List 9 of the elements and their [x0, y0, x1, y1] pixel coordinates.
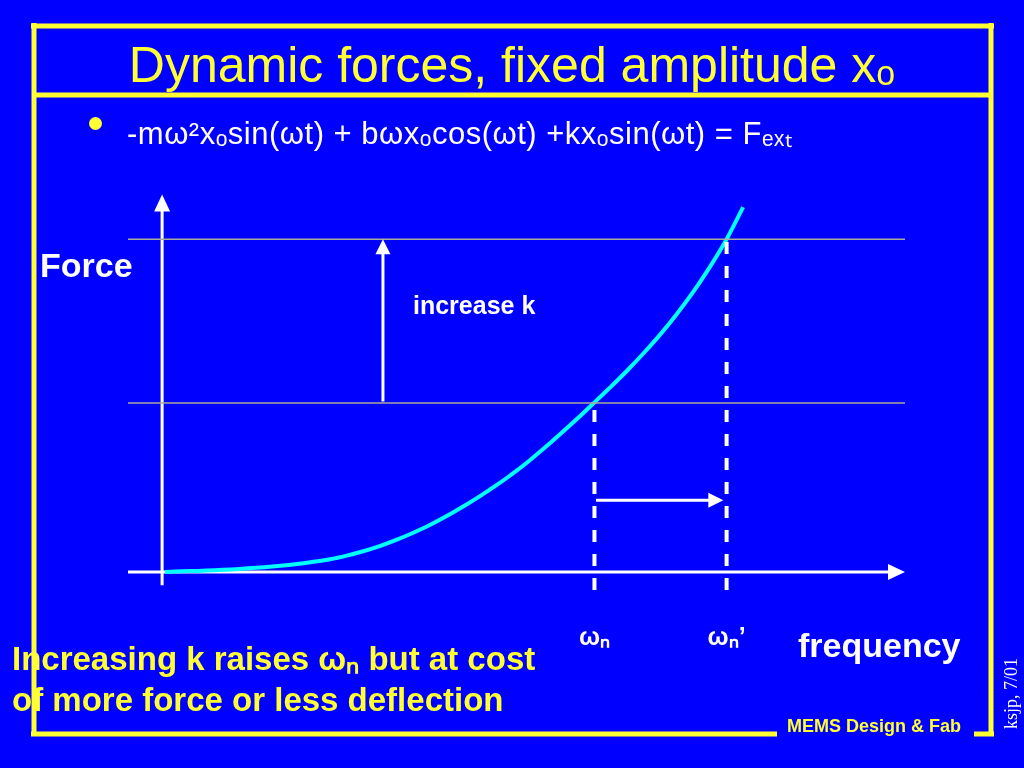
chart-title: Dynamic forces, fixed amplitude xₒ: [127, 36, 897, 94]
y-axis-title: Force: [40, 245, 133, 286]
x-tick-label: ωₙ: [578, 622, 611, 650]
text: MEMS Design & Fab: [787, 715, 962, 738]
annotation: increase k: [413, 291, 536, 319]
x-tick-label: ωₙ’: [707, 622, 746, 650]
x-axis-title: frequency: [798, 625, 961, 666]
chart-subtitle: -mω²xₒsin(ωt) + bωxₒcos(ωt) +kxₒsin(ωt) = Fₑₓₜ: [127, 115, 793, 153]
text: ksjp, 7/01: [1001, 658, 1022, 730]
